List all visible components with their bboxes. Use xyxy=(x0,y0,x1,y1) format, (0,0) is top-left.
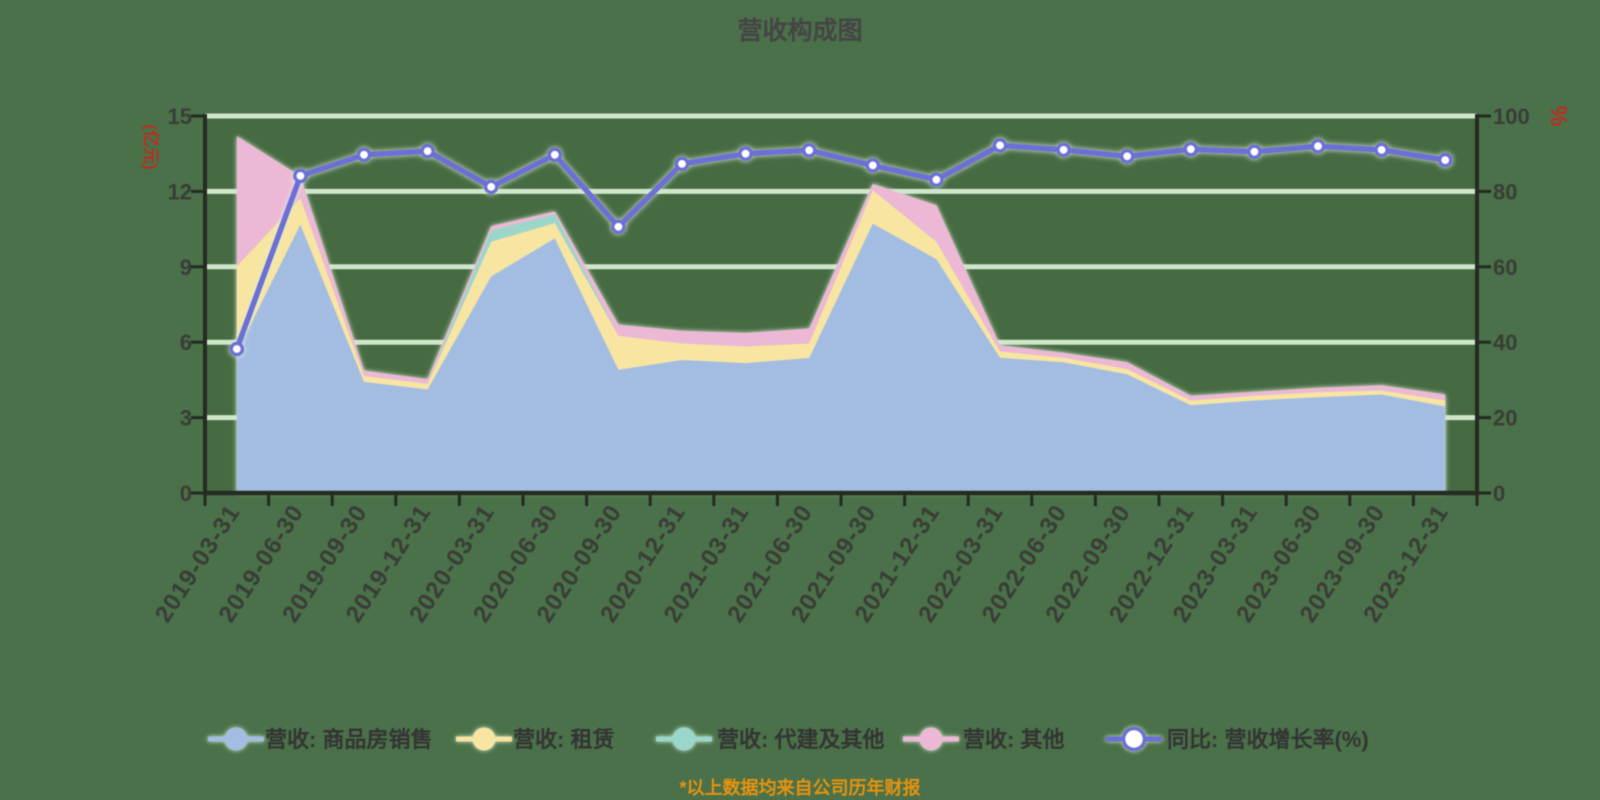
svg-text:100: 100 xyxy=(1493,104,1530,129)
svg-text:同比: 营收增长率(%): 同比: 营收增长率(%) xyxy=(1167,727,1369,752)
svg-text:营收: 代建及其他: 营收: 代建及其他 xyxy=(717,727,884,752)
svg-text:20: 20 xyxy=(1493,406,1517,431)
svg-text:80: 80 xyxy=(1493,179,1517,204)
svg-text:3: 3 xyxy=(180,406,192,431)
svg-text:6: 6 xyxy=(180,330,192,355)
svg-text:(亿元): (亿元) xyxy=(141,124,160,169)
svg-text:12: 12 xyxy=(168,179,192,204)
svg-text:0: 0 xyxy=(1493,481,1505,506)
svg-text:%: % xyxy=(1546,106,1572,126)
svg-text:9: 9 xyxy=(180,255,192,280)
svg-text:营收构成图: 营收构成图 xyxy=(737,17,862,45)
svg-text:40: 40 xyxy=(1493,330,1517,355)
svg-text:营收: 租赁: 营收: 租赁 xyxy=(513,727,614,752)
svg-text:营收: 商品房销售: 营收: 商品房销售 xyxy=(265,727,432,752)
svg-text:营收: 其他: 营收: 其他 xyxy=(963,727,1064,752)
svg-text:*以上数据均来自公司历年财报: *以上数据均来自公司历年财报 xyxy=(679,777,920,798)
svg-text:0: 0 xyxy=(180,481,192,506)
svg-text:60: 60 xyxy=(1493,255,1517,280)
svg-text:15: 15 xyxy=(168,104,192,129)
